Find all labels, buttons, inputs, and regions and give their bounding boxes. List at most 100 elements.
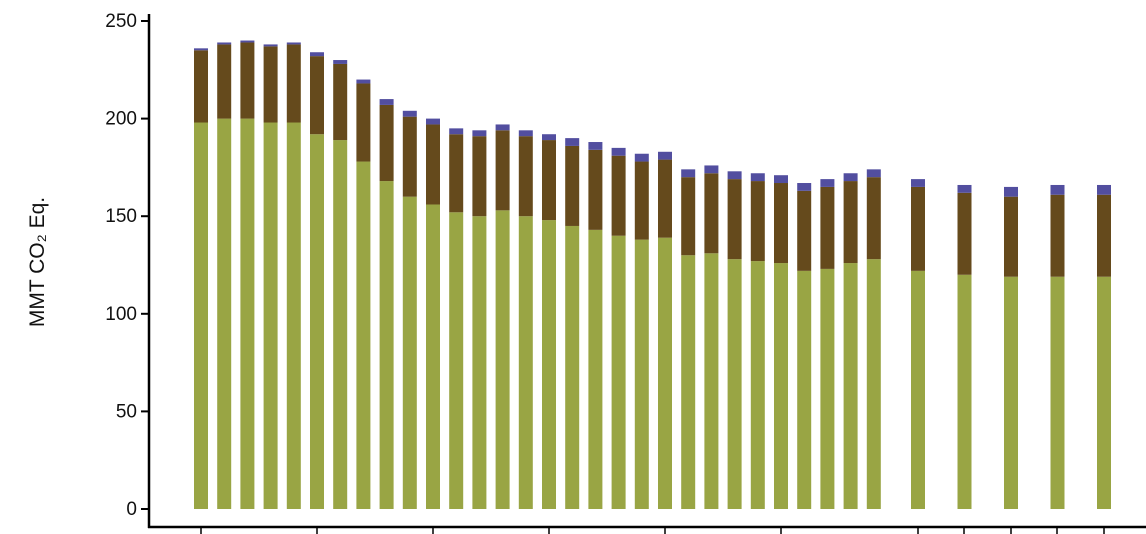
bar-segment: [727, 179, 742, 260]
bar-segment: [518, 216, 533, 509]
y-tick-label: 250: [105, 11, 137, 32]
bar-segment: [542, 220, 556, 509]
bar-segment: [797, 190, 812, 271]
bar-segment: [1050, 276, 1065, 509]
bar-segment: [957, 192, 972, 275]
bar-segment: [240, 42, 255, 119]
bar-segment: [194, 48, 208, 51]
bar-segment: [957, 184, 972, 193]
bar-segment: [1004, 186, 1018, 197]
bar-segment: [518, 136, 533, 217]
bar-segment: [611, 155, 626, 236]
bar-segment: [1097, 276, 1111, 509]
y-tick-label: 0: [126, 499, 137, 520]
bar-segment: [634, 153, 649, 162]
bar-segment: [333, 60, 348, 64]
bar-segment: [1050, 184, 1065, 195]
bar-segment: [217, 44, 232, 119]
bar-segment: [820, 179, 835, 187]
bar-segment: [263, 44, 278, 47]
y-tick-label: 100: [105, 304, 137, 325]
bar-segment: [774, 175, 788, 184]
axes: [147, 14, 1146, 534]
bar-segment: [426, 118, 440, 125]
bar-segment: [588, 149, 603, 230]
bar-segment: [426, 204, 440, 509]
bar-segment: [542, 140, 556, 221]
bar-segment: [911, 186, 925, 271]
bar-segment: [286, 44, 301, 123]
bar-segment: [634, 161, 649, 240]
bar-segment: [727, 171, 742, 180]
bar-segment: [866, 177, 881, 260]
bar-segment: [379, 181, 394, 509]
bar-segment: [843, 263, 858, 509]
bar-segment: [449, 134, 464, 213]
bar-segment: [681, 255, 696, 509]
bar-segment: [588, 229, 603, 509]
bar-segment: [286, 122, 301, 509]
bar-segment: [402, 116, 417, 197]
bar-segment: [866, 169, 881, 178]
y-axis-title: MMT CO₂ Eq.: [26, 197, 49, 327]
bar-segment: [658, 151, 672, 160]
bar-segment: [379, 104, 394, 182]
bar-segment: [310, 134, 324, 509]
bar-segment: [217, 42, 232, 45]
bar-segment: [681, 177, 696, 256]
bar-segment: [750, 261, 765, 509]
bar-segment: [797, 270, 812, 509]
bar-segment: [240, 40, 255, 43]
bar-segment: [263, 122, 278, 509]
y-tick-label: 50: [116, 401, 137, 422]
bar-segment: [774, 263, 788, 509]
bar-segment: [310, 52, 324, 57]
bar-segment: [704, 173, 719, 254]
bar-segment: [704, 253, 719, 509]
bar-segment: [472, 130, 487, 137]
bar-segment: [866, 259, 881, 509]
y-axis-ticks: 0 50 100 150 200 250: [105, 11, 149, 520]
bar-segment: [681, 169, 696, 178]
bar-segment: [286, 42, 301, 45]
bar-segment: [820, 186, 835, 269]
bar-segment: [194, 122, 208, 509]
bar-segment: [495, 210, 510, 509]
bar-segment: [750, 173, 765, 182]
bar-segment: [843, 173, 858, 182]
bar-segment: [750, 181, 765, 262]
bar-segment: [565, 145, 580, 226]
bar-segment: [658, 159, 672, 238]
bar-segment: [356, 83, 371, 162]
bar-segment: [472, 216, 487, 509]
bar-segment: [518, 130, 533, 137]
bar-segment: [797, 183, 812, 191]
bar-segment: [1097, 184, 1111, 195]
bar-segment: [843, 181, 858, 264]
bar-segment: [333, 63, 348, 141]
bar-segment: [704, 165, 719, 174]
bar-segment: [588, 142, 603, 150]
bar-segment: [495, 130, 510, 211]
bar-segment: [495, 124, 510, 131]
bar-segment: [611, 147, 626, 156]
bar-segment: [634, 239, 649, 509]
bar-segment: [774, 183, 788, 264]
bar-segment: [911, 179, 925, 187]
y-tick-label: 150: [105, 206, 137, 227]
bar-segment: [356, 79, 371, 84]
bar-segment: [1004, 276, 1018, 509]
bar-segment: [449, 128, 464, 135]
bar-segment: [240, 118, 255, 509]
bar-segment: [263, 46, 278, 123]
bar-segment: [217, 118, 232, 509]
bar-segment: [1050, 194, 1065, 277]
bar-segment: [611, 235, 626, 509]
bar-segment: [565, 225, 580, 509]
bar-segment: [565, 138, 580, 146]
bar-segment: [426, 124, 440, 205]
bar-segment: [727, 259, 742, 509]
bar-segment: [356, 161, 371, 509]
bar-segment: [1097, 194, 1111, 277]
